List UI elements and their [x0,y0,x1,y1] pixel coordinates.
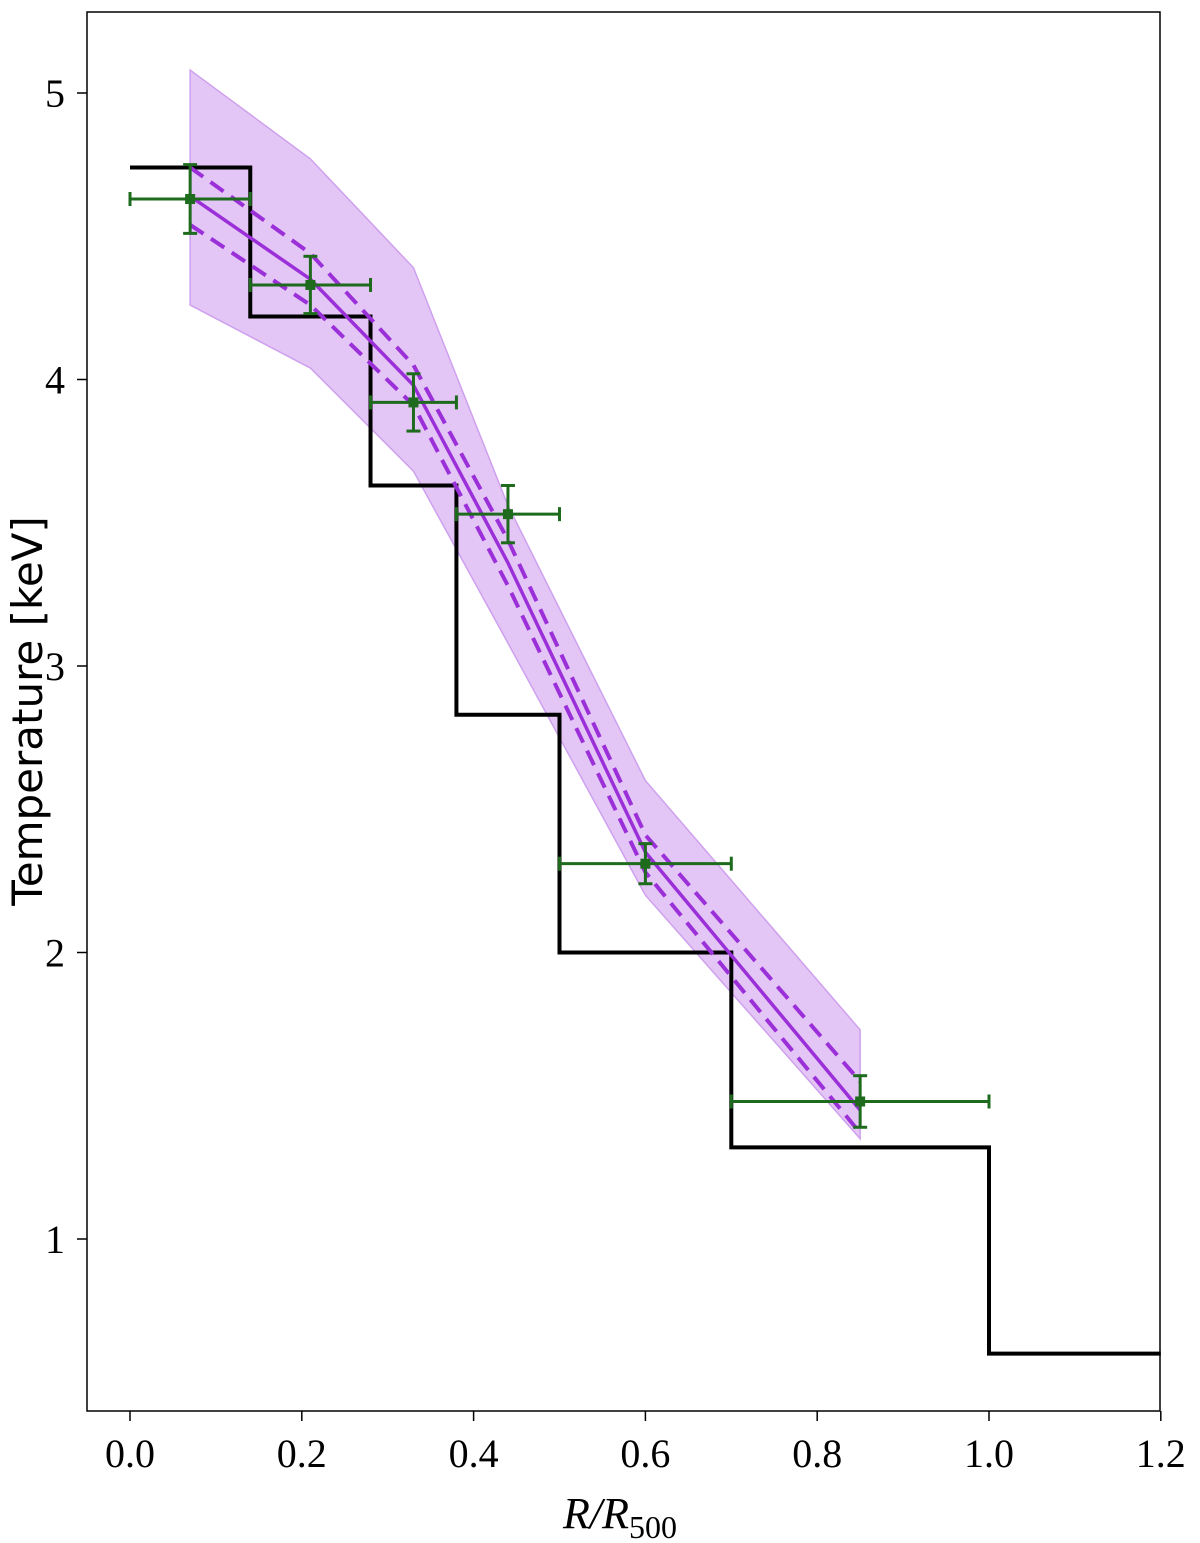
data-marker [502,509,513,520]
data-marker [185,194,196,205]
x-axis-label-subscript: 500 [629,1509,677,1543]
binned-step-profile [130,165,1161,1356]
data-points [128,163,991,1129]
data-point [454,484,561,545]
data-marker [640,858,651,869]
data-marker [408,397,419,408]
data-point [248,254,373,316]
x-tick-label: 0.6 [620,1431,670,1476]
data-point [369,372,458,433]
x-axis-ticks: 0.0 0.2 0.4 0.6 0.8 1.0 1.2 [105,1411,1186,1476]
x-tick-label: 0.0 [105,1431,155,1476]
y-tick-label: 3 [45,644,65,689]
x-axis-label: R/R500 [562,1489,677,1543]
model-upper-dashed-line [188,165,862,1083]
x-tick-label: 0.2 [277,1431,327,1476]
x-axis-label-main: R/R [562,1489,629,1538]
step-profile-line [130,165,1161,1356]
y-tick-label: 2 [45,931,65,976]
x-tick-label: 1.2 [1136,1431,1186,1476]
y-axis-ticks: 1 2 3 4 5 [45,71,87,1262]
model-lower-dashed-line [189,223,862,1135]
plot-frame [86,11,1161,1412]
data-point [558,842,733,886]
data-marker [855,1096,866,1107]
y-tick-label: 1 [45,1217,65,1262]
x-tick-label: 1.0 [964,1431,1014,1476]
y-tick-label: 4 [45,358,65,403]
data-point [128,163,252,235]
x-tick-label: 0.4 [449,1431,499,1476]
confidence-band-area [189,68,861,1141]
data-marker [305,279,316,290]
model-median-line [189,194,862,1112]
y-tick-label: 5 [45,71,65,116]
model-curves [188,165,862,1135]
x-tick-label: 0.8 [792,1431,842,1476]
model-confidence-band [189,68,861,1141]
y-axis-label: Temperature [keV] [3,516,52,907]
data-point [729,1074,991,1129]
